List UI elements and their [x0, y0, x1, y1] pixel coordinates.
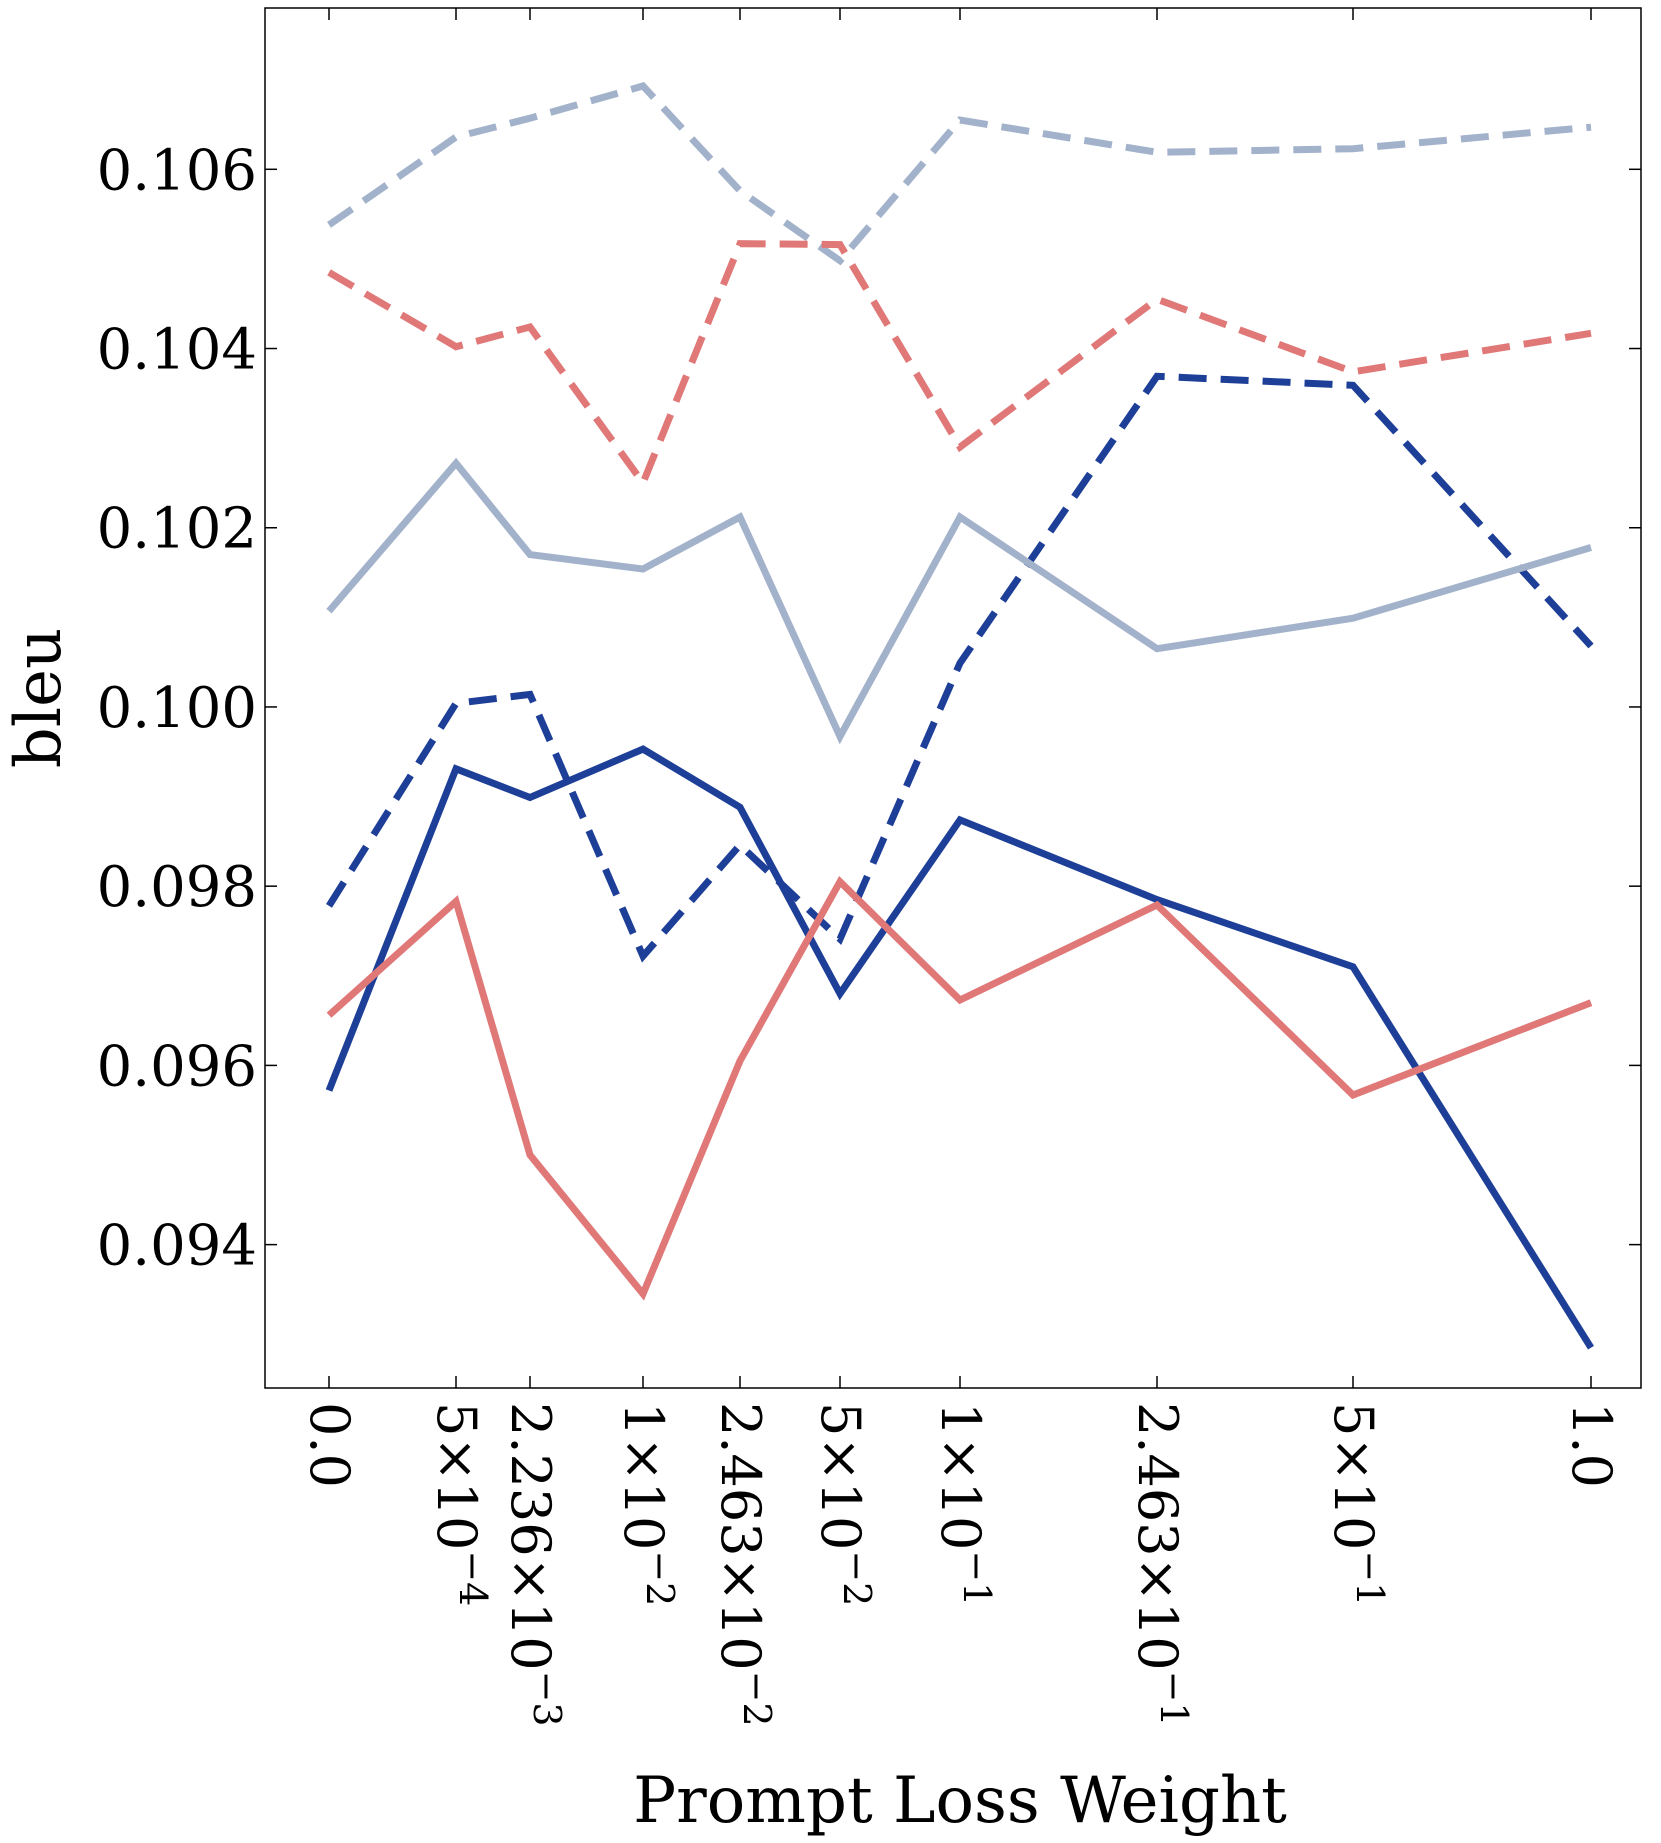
series-line-light-blue-solid [326, 457, 1592, 745]
x-tick-label-5: 5×10−2 [809, 1402, 879, 1606]
series-layer [325, 82, 1594, 1350]
x-axis-label: Prompt Loss Weight [633, 1764, 1287, 1838]
y-tick-label-2: 0.098 [97, 855, 257, 920]
series-line-dark-blue-dashed [326, 372, 1594, 963]
x-tick-label-2: 2.236×10−3 [499, 1402, 569, 1727]
x-tick-label-3: 1×10−2 [612, 1402, 682, 1606]
y-axis-ticks: 0.094 0.096 0.098 0.100 0.102 0.104 0.106 [97, 138, 1641, 1279]
y-tick-label-4: 0.102 [97, 497, 257, 562]
y-tick-label-0: 0.094 [97, 1214, 257, 1279]
y-tick-label-1: 0.096 [97, 1034, 257, 1099]
x-tick-label-0: 0.0 [298, 1402, 361, 1488]
y-tick-label-5: 0.104 [97, 318, 257, 383]
y-tick-label-6: 0.106 [97, 138, 257, 203]
y-axis-label: bleu [2, 628, 76, 769]
x-tick-label-6: 1×10−1 [929, 1402, 999, 1606]
series-line-red-dashed [327, 240, 1592, 491]
series-line-red-solid [326, 875, 1593, 1301]
y-tick-label-3: 0.100 [97, 676, 257, 741]
x-tick-label-4: 2.463×10−2 [709, 1402, 779, 1727]
x-tick-label-7: 2.463×10−1 [1126, 1402, 1196, 1727]
x-tick-label-8: 5×10−1 [1322, 1402, 1392, 1606]
series-line-light-blue-dashed [327, 82, 1592, 266]
x-axis-ticks: 0.0 5×10−4 2.236×10−3 1×10−2 2.463×10−2 5×10−… [298, 8, 1623, 1727]
plot-frame [264, 7, 1642, 1389]
series-line-dark-blue-solid [325, 745, 1594, 1350]
x-tick-label-9: 1.0 [1560, 1402, 1623, 1488]
x-tick-label-1: 5×10−4 [425, 1402, 495, 1606]
